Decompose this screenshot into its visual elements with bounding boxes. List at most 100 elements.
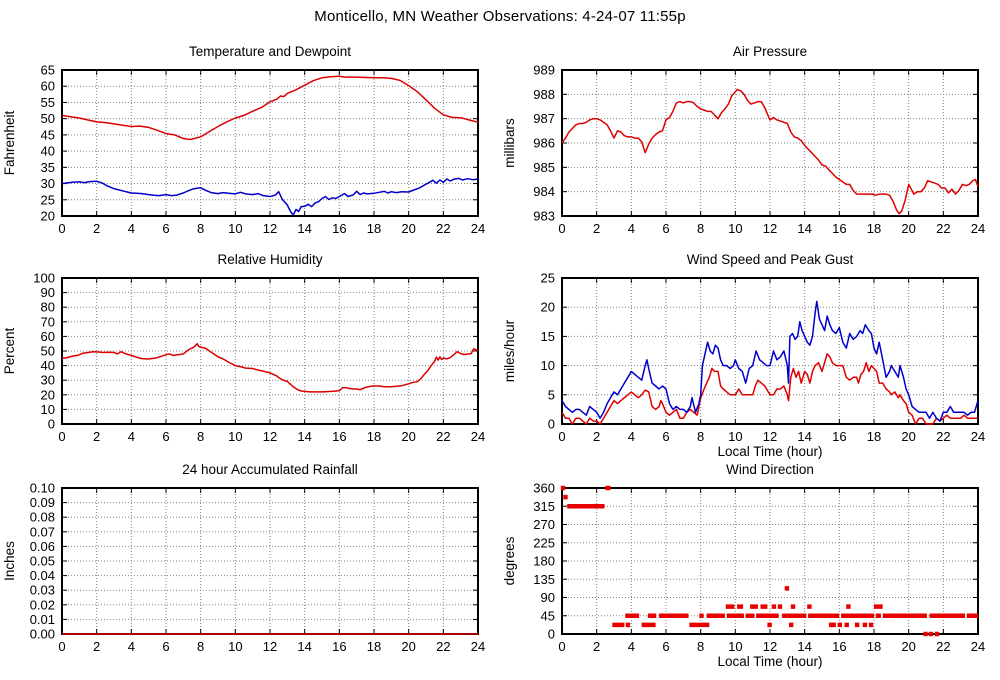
x-tick-label: 8 bbox=[697, 639, 704, 654]
rainfall-chart: 0 2 4 6 8 10 12 14 16 18 20 22 240.000.010.020.030.0… bbox=[2, 462, 485, 654]
y-tick-label: 60 bbox=[41, 329, 55, 344]
y-tick-label: 180 bbox=[533, 554, 555, 569]
x-tick-label: 12 bbox=[763, 429, 777, 444]
chart-title: Relative Humidity bbox=[217, 252, 322, 267]
x-tick-label: 14 bbox=[797, 221, 811, 236]
x-tick-label: 16 bbox=[832, 429, 846, 444]
y-tick-label: 10 bbox=[41, 402, 55, 417]
x-tick-label: 22 bbox=[936, 221, 950, 236]
y-tick-label: 0 bbox=[548, 417, 555, 432]
x-tick-label: 0 bbox=[558, 639, 565, 654]
series-pressure bbox=[561, 88, 979, 215]
x-tick-label: 20 bbox=[401, 221, 415, 236]
x-tick-label: 4 bbox=[628, 429, 635, 444]
y-tick-label: 45 bbox=[41, 127, 55, 142]
y-tick-label: 0.06 bbox=[30, 539, 55, 554]
x-tick-label: 2 bbox=[593, 221, 600, 236]
x-tick-label: 12 bbox=[263, 639, 277, 654]
x-tick-label: 6 bbox=[662, 429, 669, 444]
series-dewpoint bbox=[61, 177, 479, 216]
x-tick-label: 16 bbox=[832, 639, 846, 654]
y-axis-label: degrees bbox=[502, 536, 517, 585]
y-tick-label: 0.05 bbox=[30, 554, 55, 569]
x-tick-label: 24 bbox=[471, 221, 485, 236]
x-tick-label: 6 bbox=[162, 221, 169, 236]
x-tick-label: 24 bbox=[471, 429, 485, 444]
x-tick-label: 8 bbox=[697, 429, 704, 444]
y-tick-label: 90 bbox=[541, 590, 555, 605]
x-tick-label: 16 bbox=[332, 639, 346, 654]
x-tick-label: 18 bbox=[867, 639, 881, 654]
y-axis-label: miles/hour bbox=[502, 319, 517, 382]
y-tick-label: 360 bbox=[533, 481, 555, 496]
x-tick-label: 10 bbox=[728, 221, 742, 236]
y-tick-label: 35 bbox=[41, 160, 55, 175]
y-tick-label: 225 bbox=[533, 535, 555, 550]
y-tick-label: 40 bbox=[41, 144, 55, 159]
y-tick-label: 135 bbox=[533, 572, 555, 587]
x-tick-label: 22 bbox=[936, 639, 950, 654]
y-tick-label: 0.03 bbox=[30, 583, 55, 598]
x-tick-label: 14 bbox=[297, 429, 311, 444]
y-tick-label: 0.08 bbox=[30, 510, 55, 525]
wind-direction-chart: 0 2 4 6 8 10 12 14 16 18 20 22 240459013518022527031… bbox=[502, 462, 985, 669]
x-tick-label: 20 bbox=[401, 639, 415, 654]
chart-title: 24 hour Accumulated Rainfall bbox=[182, 462, 358, 477]
x-tick-label: 12 bbox=[263, 221, 277, 236]
y-tick-label: 0 bbox=[48, 417, 55, 432]
x-tick-label: 22 bbox=[436, 639, 450, 654]
y-tick-label: 50 bbox=[41, 344, 55, 359]
y-tick-label: 0.07 bbox=[30, 524, 55, 539]
y-tick-label: 315 bbox=[533, 499, 555, 514]
y-tick-label: 45 bbox=[541, 608, 555, 623]
x-tick-label: 20 bbox=[901, 429, 915, 444]
x-tick-label: 24 bbox=[971, 639, 985, 654]
temperature-dewpoint-chart: 0 2 4 6 8 10 12 14 16 18 20 22 242025303540455055606… bbox=[2, 44, 485, 236]
y-tick-label: 60 bbox=[41, 79, 55, 94]
y-tick-label: 30 bbox=[41, 176, 55, 191]
y-axis-label: millibars bbox=[502, 118, 517, 168]
y-tick-label: 15 bbox=[541, 329, 555, 344]
x-tick-label: 16 bbox=[332, 221, 346, 236]
x-tick-label: 18 bbox=[867, 221, 881, 236]
y-tick-label: 50 bbox=[41, 111, 55, 126]
y-tick-label: 20 bbox=[41, 387, 55, 402]
x-tick-label: 4 bbox=[628, 639, 635, 654]
y-axis-label: Percent bbox=[2, 327, 17, 374]
y-tick-label: 0.01 bbox=[30, 612, 55, 627]
y-tick-label: 25 bbox=[41, 192, 55, 207]
relative-humidity-chart: 0 2 4 6 8 10 12 14 16 18 20 22 240102030405060708090… bbox=[2, 252, 485, 444]
x-tick-label: 0 bbox=[558, 221, 565, 236]
x-tick-label: 12 bbox=[763, 639, 777, 654]
x-tick-label: 10 bbox=[228, 639, 242, 654]
x-tick-label: 6 bbox=[662, 639, 669, 654]
y-tick-label: 55 bbox=[41, 95, 55, 110]
y-tick-label: 983 bbox=[533, 209, 555, 224]
x-tick-label: 20 bbox=[901, 221, 915, 236]
chart-title: Temperature and Dewpoint bbox=[189, 44, 351, 59]
x-tick-label: 0 bbox=[58, 221, 65, 236]
y-tick-label: 40 bbox=[41, 358, 55, 373]
page-title: Monticello, MN Weather Observations: 4-2… bbox=[314, 8, 686, 25]
y-tick-label: 90 bbox=[41, 285, 55, 300]
y-tick-label: 20 bbox=[41, 209, 55, 224]
x-tick-label: 4 bbox=[128, 429, 135, 444]
y-tick-label: 270 bbox=[533, 517, 555, 532]
plot-border bbox=[561, 487, 979, 635]
x-tick-label: 20 bbox=[901, 639, 915, 654]
x-tick-label: 0 bbox=[58, 639, 65, 654]
x-tick-label: 4 bbox=[128, 639, 135, 654]
x-tick-label: 10 bbox=[228, 429, 242, 444]
x-tick-label: 22 bbox=[936, 429, 950, 444]
y-tick-label: 0.00 bbox=[30, 627, 55, 642]
x-tick-label: 16 bbox=[332, 429, 346, 444]
x-tick-label: 0 bbox=[558, 429, 565, 444]
x-tick-label: 2 bbox=[93, 639, 100, 654]
plot-border bbox=[561, 277, 979, 425]
y-tick-label: 20 bbox=[541, 300, 555, 315]
y-tick-label: 65 bbox=[41, 63, 55, 78]
x-tick-label: 4 bbox=[128, 221, 135, 236]
x-tick-label: 2 bbox=[93, 221, 100, 236]
